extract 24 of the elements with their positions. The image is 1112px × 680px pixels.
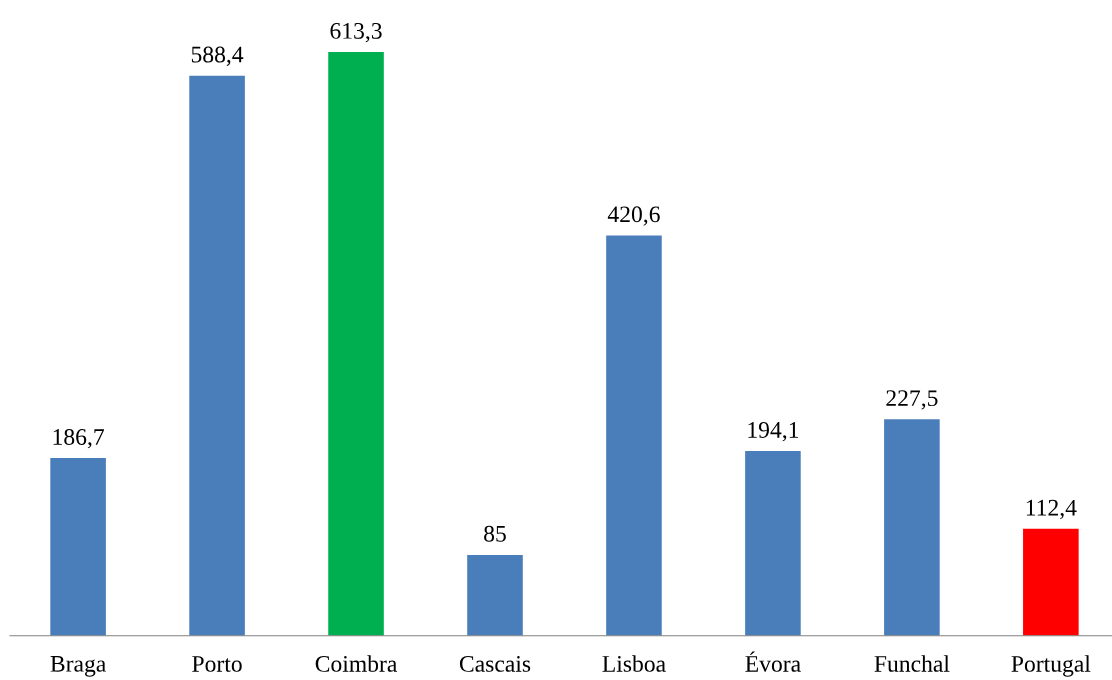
x-tick-label: Cascais xyxy=(459,655,531,672)
bar xyxy=(328,51,384,636)
data-label: 588,4 xyxy=(191,46,244,66)
x-tick-label: Porto xyxy=(192,656,242,672)
data-label: 227,5 xyxy=(886,390,938,410)
bar xyxy=(884,419,940,636)
x-tick-label: Coimbra xyxy=(315,655,398,672)
data-label: 85 xyxy=(484,525,506,542)
data-label: 613,3 xyxy=(330,22,382,43)
bar xyxy=(745,451,801,636)
x-tick-label: Braga xyxy=(50,656,106,677)
bar xyxy=(606,235,662,636)
bar xyxy=(467,554,523,636)
x-tick-label: Portugal xyxy=(1011,655,1091,677)
bar xyxy=(1023,528,1079,636)
x-tick-label: Lisboa xyxy=(602,655,666,672)
data-label: 186,7 xyxy=(53,429,104,449)
bar xyxy=(50,458,106,636)
data-label: 420,6 xyxy=(607,206,660,226)
data-label: 194,1 xyxy=(748,422,799,442)
x-tick-label: Funchal xyxy=(874,655,950,672)
data-label: 112,4 xyxy=(1026,499,1077,520)
x-tick-label: Évora xyxy=(745,651,801,672)
bar xyxy=(189,75,245,636)
